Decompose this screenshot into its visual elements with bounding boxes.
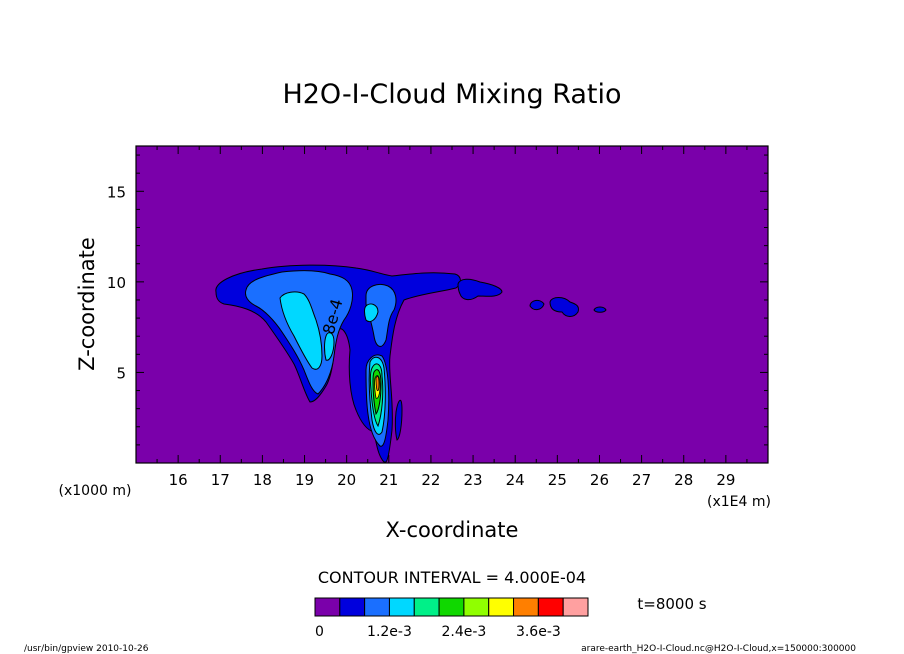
contour-level-1-blob-a: [529, 299, 545, 311]
colorbar-label-2: 2.4e-3: [441, 624, 486, 640]
colorbar: [314, 597, 589, 617]
y-unit-label: (x1000 m): [59, 483, 132, 499]
colorbar-swatch-1: [339, 597, 366, 617]
y-tick-label-10: 10: [107, 274, 126, 292]
x-tick-label-16: 16: [169, 471, 188, 489]
colorbar-labels: 0 1.2e-3 2.4e-3 3.6e-3: [315, 624, 561, 640]
x-tick-label-18: 18: [253, 471, 272, 489]
y-tick-label-15: 15: [107, 183, 126, 201]
x-tick-label-23: 23: [464, 471, 483, 489]
y-tick-label-5: 5: [116, 364, 126, 382]
x-tick-label-22: 22: [421, 471, 440, 489]
x-tick-label-21: 21: [379, 471, 398, 489]
contour-level-1-blob-c: [593, 306, 607, 313]
contour-level-3-mid: [324, 332, 335, 361]
contour-regions: [215, 264, 607, 463]
footer-left: /usr/bin/gpview 2010-10-26: [24, 644, 149, 654]
colorbar-label-1: 1.2e-3: [367, 624, 412, 640]
colorbar-swatch-4: [413, 597, 440, 617]
y-axis-ticks: 5 10 15: [107, 154, 768, 446]
contour-level-2-right: [365, 283, 397, 347]
colorbar-swatch-8: [513, 597, 539, 617]
colorbar-swatch-6: [463, 597, 490, 617]
x-tick-label-27: 27: [632, 471, 651, 489]
colorbar-swatch-9: [537, 597, 564, 617]
y-axis-label: Z-coordinate: [75, 237, 99, 371]
x-axis-ticks: 16 17 18 19 20 21 22 23 24 25 26 27 28 29: [156, 146, 748, 489]
colorbar-label-0: 0: [315, 624, 324, 640]
contour-level-1-spike: [394, 399, 403, 441]
x-tick-label-24: 24: [506, 471, 525, 489]
x-tick-label-26: 26: [590, 471, 609, 489]
colorbar-swatch-5: [438, 597, 465, 617]
contour-level-3-right: [364, 303, 379, 323]
colorbar-swatch-0: [314, 597, 341, 617]
footer-right: arare-earth_H2O-I-Cloud.nc@H2O-I-Cloud,x…: [581, 644, 856, 654]
colorbar-swatch-3: [388, 597, 415, 617]
time-label: t=8000 s: [637, 595, 706, 613]
contour-level-1-tail: [457, 278, 503, 301]
x-tick-label-28: 28: [674, 471, 693, 489]
x-tick-label-19: 19: [295, 471, 314, 489]
colorbar-swatch-10: [562, 597, 589, 617]
contour-level-3-main: [279, 291, 323, 370]
contour-level-1-blob-b: [549, 297, 579, 317]
colorbar-swatch-2: [364, 597, 390, 617]
chart-title: H2O-I-Cloud Mixing Ratio: [282, 79, 621, 110]
x-axis-label: X-coordinate: [386, 518, 519, 542]
x-unit-label: (x1E4 m): [707, 494, 771, 510]
x-tick-label-25: 25: [548, 471, 567, 489]
colorbar-label-3: 3.6e-3: [516, 624, 561, 640]
contour-interval-label: CONTOUR INTERVAL = 4.000E-04: [318, 568, 586, 587]
x-tick-label-29: 29: [716, 471, 735, 489]
colorbar-swatch-7: [488, 597, 515, 617]
x-tick-label-20: 20: [337, 471, 356, 489]
x-tick-label-17: 17: [211, 471, 230, 489]
contour-level-8-core: [375, 376, 380, 392]
